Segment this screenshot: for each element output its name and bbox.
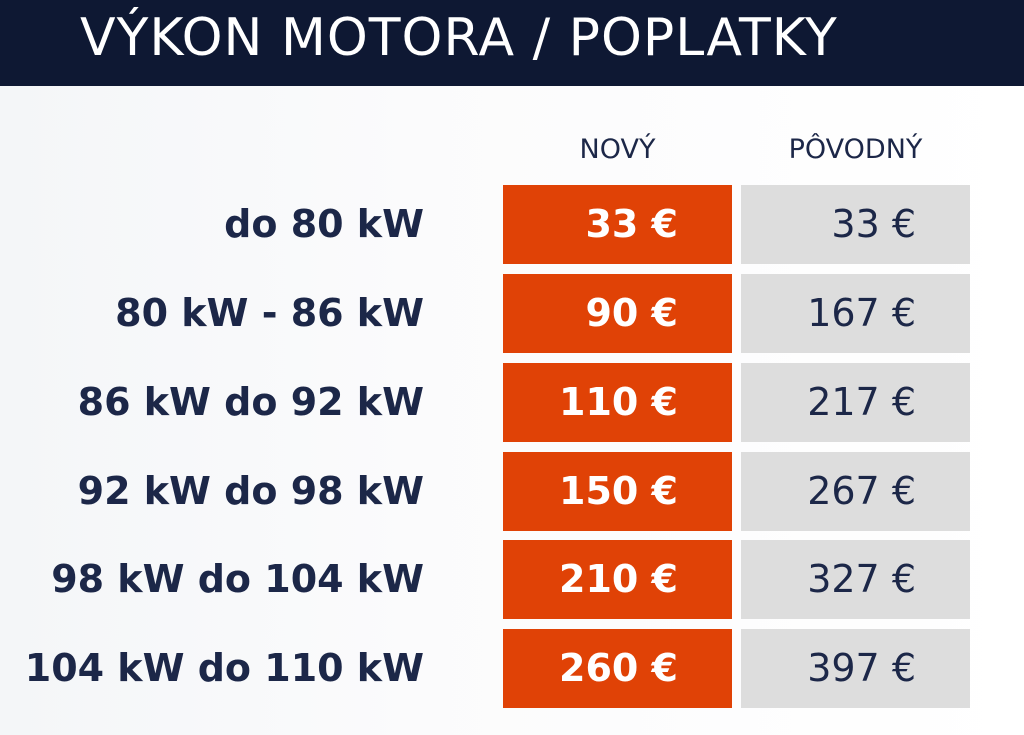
row-label: 80 kW - 86 kW [115, 291, 424, 335]
original-fee: 397 € [741, 629, 970, 708]
column-header: PÔVODNÝ [788, 134, 923, 165]
row-label: 86 kW do 92 kW [77, 380, 424, 424]
new-fee: 150 € [503, 452, 732, 531]
row-label: 98 kW do 104 kW [51, 557, 424, 601]
new-fee: 210 € [503, 540, 732, 619]
title-bar: VÝKON MOTORA / POPLATKY [0, 0, 1024, 86]
title: VÝKON MOTORA / POPLATKY [80, 8, 838, 68]
original-fee: 33 € [741, 185, 970, 264]
new-fee: 260 € [503, 629, 732, 708]
new-fee: 33 € [503, 185, 732, 264]
column-header: NOVÝ [579, 134, 656, 165]
row-label: 92 kW do 98 kW [77, 469, 424, 513]
new-fee: 110 € [503, 363, 732, 442]
original-fee: 327 € [741, 540, 970, 619]
row-label: 104 kW do 110 kW [24, 646, 424, 690]
original-fee: 167 € [741, 274, 970, 353]
original-fee: 267 € [741, 452, 970, 531]
row-label: do 80 kW [224, 202, 424, 246]
original-fee: 217 € [741, 363, 970, 442]
new-fee: 90 € [503, 274, 732, 353]
